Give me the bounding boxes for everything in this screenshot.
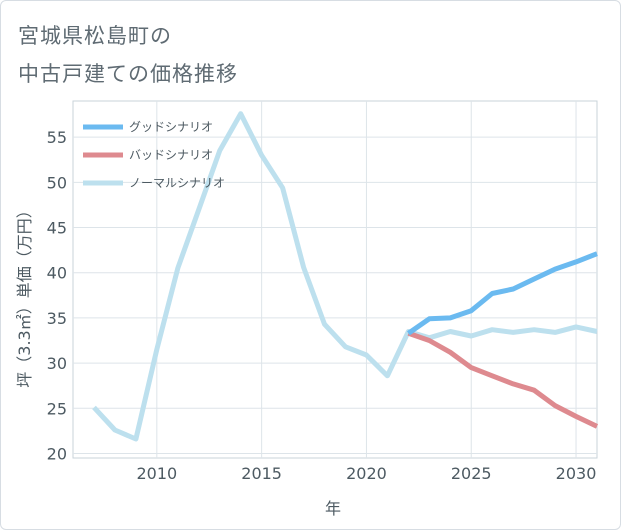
x-tick-label: 2025	[451, 464, 492, 483]
x-tick-label: 2030	[556, 464, 597, 483]
y-tick-label: 40	[47, 264, 67, 283]
x-tick-label: 2015	[241, 464, 282, 483]
x-tick-label: 2010	[136, 464, 177, 483]
legend-label: グッドシナリオ	[129, 120, 213, 134]
y-tick-label: 45	[47, 219, 67, 238]
y-tick-label: 30	[47, 354, 67, 373]
chart-title-line-2: 中古戸建ての価格推移	[18, 62, 238, 86]
y-tick-label: 50	[47, 173, 67, 192]
y-tick-label: 20	[47, 444, 67, 463]
y-tick-label: 35	[47, 309, 67, 328]
grid	[73, 101, 597, 458]
legend-label: ノーマルシナリオ	[129, 176, 225, 190]
series-group	[92, 111, 599, 442]
series-line	[92, 111, 598, 442]
x-axis-label: 年	[325, 499, 341, 518]
x-tick-label: 2020	[346, 464, 387, 483]
y-tick-label: 25	[47, 399, 67, 418]
legend-label: バッドシナリオ	[129, 148, 213, 162]
plot-area	[72, 100, 598, 459]
series-line	[407, 330, 599, 429]
y-tick-label: 55	[47, 128, 67, 147]
series-line	[406, 251, 598, 336]
y-axis-label: 坪（3.3㎡）単価（万円）	[15, 202, 34, 387]
chart-title-line-1: 宮城県松島町の	[18, 24, 172, 48]
